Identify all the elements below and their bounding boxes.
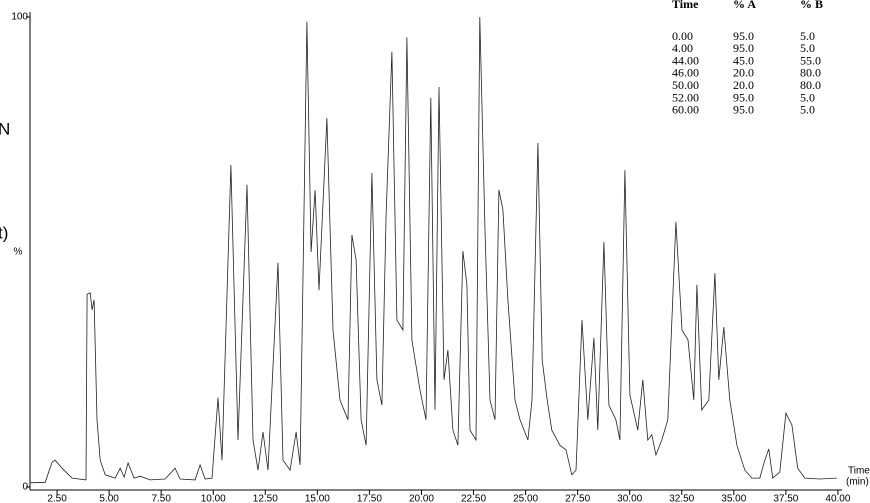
y-tick-label: 0 <box>22 482 28 493</box>
table-cell: 80.0 <box>800 66 821 80</box>
x-tick-label: 32.50 <box>669 494 694 503</box>
x-tick-label: 2.50 <box>47 494 67 503</box>
table-cell: 95.0 <box>733 103 754 117</box>
cut-off-text: t) <box>0 223 8 242</box>
table-cell: 46.00 <box>672 66 699 80</box>
x-tick-label: 35.00 <box>721 494 746 503</box>
table-cell: 5.0 <box>800 29 815 43</box>
x-tick-label: 22.50 <box>461 494 486 503</box>
x-tick-label: 15.00 <box>305 494 330 503</box>
x-tick-label: 20.00 <box>409 494 434 503</box>
x-tick-label: 5.00 <box>99 494 119 503</box>
table-cell: 60.00 <box>672 103 699 117</box>
y-tick-label: 100 <box>11 12 28 23</box>
table-cell: 45.0 <box>733 53 754 67</box>
table-cell: 5.0 <box>800 90 815 104</box>
x-tick-label: 27.50 <box>565 494 590 503</box>
table-cell: 95.0 <box>733 41 754 55</box>
table-cell: 95.0 <box>733 90 754 104</box>
x-axis-label: Time <box>848 466 870 477</box>
chromatogram-trace <box>29 16 837 484</box>
x-tick-label: 10.00 <box>201 494 226 503</box>
x-tick-label: 12.50 <box>253 494 278 503</box>
table-cell: 52.00 <box>672 90 699 104</box>
table-cell: 50.00 <box>672 78 699 92</box>
table-cell: 55.0 <box>800 53 821 67</box>
x-tick-label: 30.00 <box>617 494 642 503</box>
table-cell: 20.0 <box>733 78 754 92</box>
x-tick-label: 25.00 <box>513 494 538 503</box>
x-tick-label: 7.50 <box>151 494 171 503</box>
table-header: % A <box>733 0 756 11</box>
table-cell: 95.0 <box>733 29 754 43</box>
x-axis-unit: (min) <box>846 477 869 488</box>
table-header: Time <box>672 0 699 11</box>
table-cell: 0.00 <box>672 29 693 43</box>
y-axis-label: % <box>14 247 23 258</box>
cut-off-text: N <box>0 119 10 138</box>
x-tick-label: 37.50 <box>773 494 798 503</box>
table-header: % B <box>800 0 823 11</box>
table-cell: 80.0 <box>800 78 821 92</box>
table-cell: 5.0 <box>800 41 815 55</box>
table-cell: 20.0 <box>733 66 754 80</box>
table-cell: 4.00 <box>672 41 693 55</box>
table-cell: 44.00 <box>672 53 699 67</box>
table-cell: 5.0 <box>800 103 815 117</box>
x-tick-label: 17.50 <box>357 494 382 503</box>
x-tick-label: 40.00 <box>825 494 850 503</box>
